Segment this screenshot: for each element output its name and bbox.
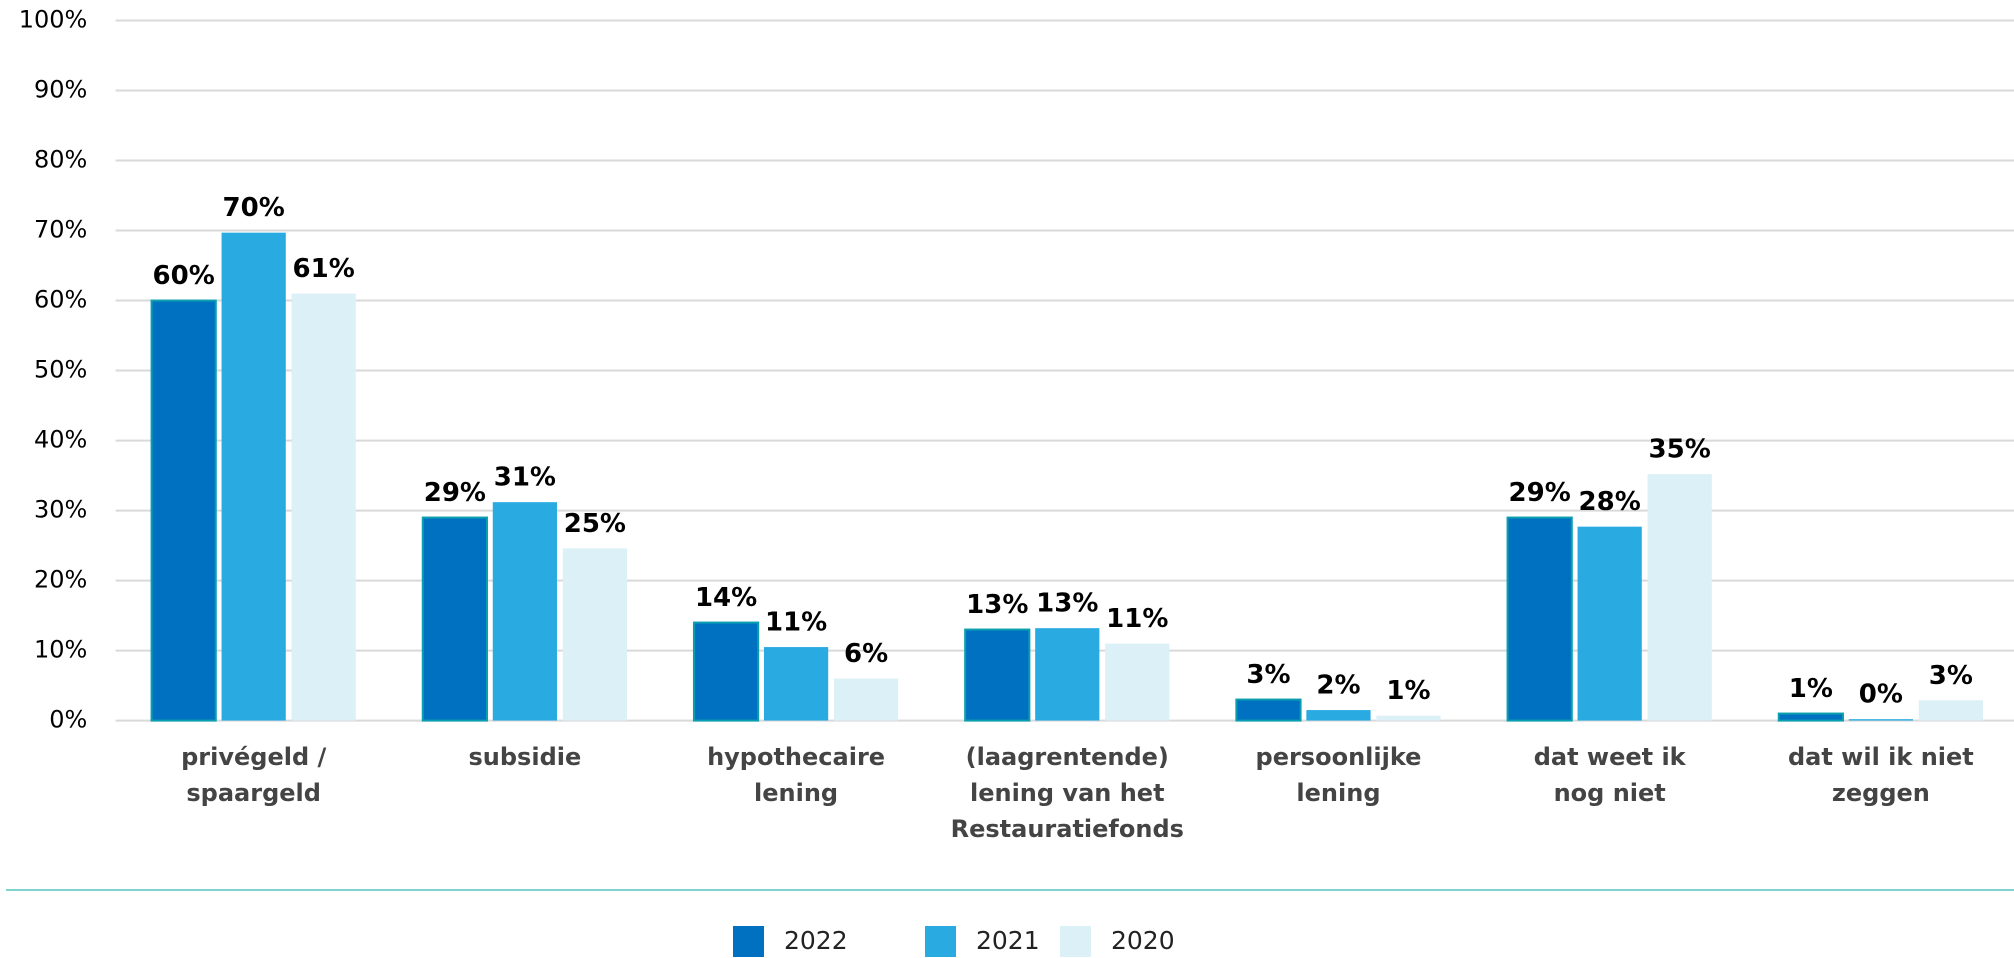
- x-tick-label: lening van het: [970, 779, 1165, 807]
- x-tick-label: hypothecaire: [707, 743, 885, 771]
- bar: [221, 232, 286, 721]
- value-label: 14%: [695, 583, 757, 613]
- value-label: 1%: [1386, 676, 1430, 706]
- value-label: 31%: [494, 463, 556, 493]
- bar: [833, 678, 899, 721]
- bar: [291, 293, 356, 721]
- value-label: 0%: [1859, 680, 1903, 710]
- legend-swatch: [925, 926, 956, 957]
- bar: [1506, 516, 1573, 722]
- bar: [1306, 710, 1371, 721]
- value-label: 3%: [1246, 660, 1290, 690]
- value-label: 3%: [1929, 661, 1973, 691]
- bar: [1647, 474, 1712, 721]
- x-tick-label: (laagrentende): [966, 743, 1169, 771]
- bar: [692, 621, 760, 722]
- bar: [1376, 715, 1441, 721]
- x-tick-label: privégeld /: [181, 743, 326, 771]
- value-label: 11%: [1106, 604, 1168, 634]
- x-tick-label: dat weet ik: [1534, 743, 1687, 771]
- value-label: 60%: [153, 261, 215, 291]
- value-label: 25%: [564, 509, 626, 539]
- bar: [1777, 712, 1844, 722]
- y-tick-label: 80%: [34, 146, 87, 174]
- bar: [492, 502, 557, 721]
- x-tick-label: persoonlijke: [1256, 743, 1422, 771]
- y-tick-label: 30%: [34, 496, 87, 524]
- x-tick-label: nog niet: [1554, 779, 1666, 807]
- value-label: 70%: [223, 193, 285, 223]
- y-tick-label: 20%: [34, 566, 87, 594]
- y-tick-label: 100%: [19, 6, 88, 34]
- bar: [150, 299, 217, 722]
- bar: [1035, 628, 1100, 721]
- y-tick-label: 70%: [34, 216, 87, 244]
- bar: [421, 516, 488, 722]
- value-label: 28%: [1579, 487, 1641, 517]
- value-label: 29%: [1509, 478, 1571, 508]
- legend-label: 2022: [784, 926, 848, 955]
- value-label: 29%: [424, 478, 486, 508]
- bar: [763, 647, 829, 721]
- bar: [1577, 526, 1642, 721]
- value-label: 35%: [1649, 435, 1711, 465]
- x-tick-label: zeggen: [1832, 779, 1930, 807]
- bar: [1918, 700, 1983, 721]
- bar: [964, 628, 1031, 722]
- y-tick-label: 40%: [34, 426, 87, 454]
- value-label: 13%: [1036, 589, 1098, 619]
- legend-label: 2021: [976, 926, 1040, 955]
- x-tick-label: lening: [1296, 779, 1380, 807]
- value-label: 61%: [293, 254, 355, 284]
- value-label: 11%: [765, 608, 827, 638]
- y-tick-label: 60%: [34, 286, 87, 314]
- x-tick-label: spaargeld: [186, 779, 321, 807]
- value-label: 2%: [1316, 671, 1360, 701]
- bar: [1848, 719, 1913, 721]
- x-tick-label: Restauratiefonds: [951, 815, 1184, 843]
- x-tick-label: dat wil ik niet: [1788, 743, 1974, 771]
- x-tick-label: subsidie: [469, 743, 582, 771]
- legend-swatch: [1060, 926, 1091, 957]
- y-tick-label: 0%: [49, 706, 87, 734]
- legend-label: 2020: [1111, 926, 1175, 955]
- value-label: 6%: [844, 639, 888, 669]
- bar: [562, 548, 627, 721]
- legend-swatch: [733, 926, 764, 957]
- x-tick-label: lening: [754, 779, 838, 807]
- value-label: 13%: [966, 590, 1028, 620]
- bar: [1235, 698, 1302, 722]
- value-label: 1%: [1789, 674, 1833, 704]
- bar: [1105, 643, 1170, 721]
- y-tick-label: 10%: [34, 636, 87, 664]
- y-tick-label: 50%: [34, 356, 87, 384]
- y-tick-label: 90%: [34, 76, 87, 104]
